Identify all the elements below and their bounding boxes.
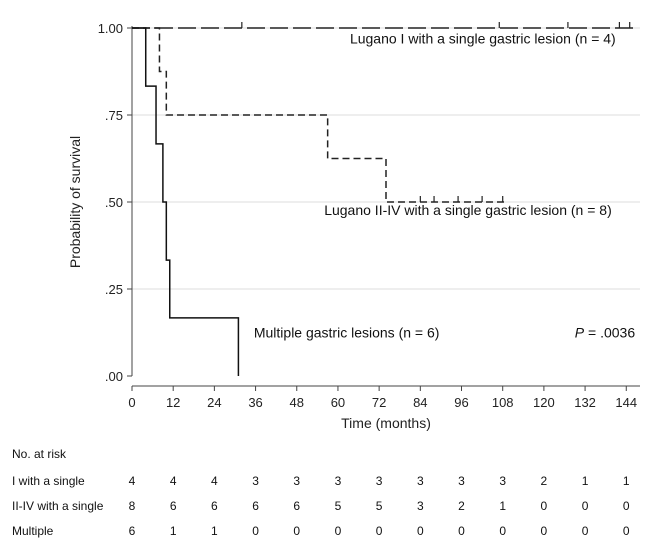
y-tick-label-1: .25 [105,282,123,297]
risk-cell-1-2: 4 [170,474,177,488]
risk-cell-1-7: 3 [376,474,383,488]
risk-table: I with a single 4 4 4 3 3 3 3 3 3 3 2 1 1 II-IV with a… [12,474,630,538]
grid-lines [132,27,640,290]
risk-cell-2-6: 5 [335,499,342,513]
risk-cell-1-3: 4 [211,474,218,488]
risk-row-label-2: II-IV with a single [12,499,104,513]
risk-cell-3-12: 0 [582,524,589,538]
risk-table-title: No. at risk [12,447,67,461]
risk-cell-3-8: 0 [417,524,424,538]
risk-cell-3-3: 1 [211,524,218,538]
survival-curve-2 [132,27,507,203]
y-axis-title: Probability of survival [67,136,83,268]
risk-cell-2-9: 2 [458,499,465,513]
y-ticks: .00 .25 .50 .75 1.00 [98,21,132,384]
risk-cell-1-8: 3 [417,474,424,488]
y-tick-label-4: 1.00 [98,21,123,36]
risk-cell-1-11: 2 [541,474,548,488]
annotation-3: Multiple gastric lesions (n = 6) [254,325,440,341]
survival-curves [132,22,634,376]
axes [131,26,640,387]
survival-curve-3 [132,27,240,376]
x-tick-label-5: 60 [331,395,345,410]
risk-cell-2-8: 3 [417,499,424,513]
x-ticks: 0 12 24 36 48 60 72 84 96 108 120 132 144 [128,386,637,410]
x-tick-label-1: 12 [166,395,180,410]
risk-cell-1-12: 1 [582,474,589,488]
risk-row-label-1: I with a single [12,474,85,488]
x-tick-label-2: 24 [207,395,221,410]
x-tick-label-8: 96 [454,395,468,410]
x-tick-label-6: 72 [372,395,386,410]
y-tick-label-0: .00 [105,369,123,384]
x-tick-label-9: 108 [492,395,514,410]
risk-cell-3-6: 0 [335,524,342,538]
risk-cell-2-3: 6 [211,499,218,513]
risk-cell-3-7: 0 [376,524,383,538]
risk-cell-1-5: 3 [293,474,300,488]
risk-cell-1-10: 3 [499,474,506,488]
risk-cell-3-9: 0 [458,524,465,538]
p-value-text: = .0036 [584,325,635,341]
risk-cell-3-10: 0 [499,524,506,538]
annotation-2: Lugano II-IV with a single gastric lesio… [324,202,612,218]
risk-cell-2-13: 0 [623,499,630,513]
risk-cell-2-1: 8 [129,499,136,513]
x-tick-label-11: 132 [574,395,596,410]
risk-cell-1-1: 4 [129,474,136,488]
risk-cell-3-5: 0 [293,524,300,538]
risk-cell-1-13: 1 [623,474,630,488]
risk-cell-3-1: 6 [129,524,136,538]
risk-cell-2-2: 6 [170,499,177,513]
risk-row-label-3: Multiple [12,524,54,538]
y-tick-label-3: .75 [105,108,123,123]
x-axis-title: Time (months) [341,415,431,431]
y-tick-label-2: .50 [105,195,123,210]
risk-cell-3-2: 1 [170,524,177,538]
risk-cell-2-5: 6 [293,499,300,513]
risk-cell-1-4: 3 [252,474,259,488]
curve-annotations: Lugano I with a single gastric lesion (n… [254,31,635,341]
risk-cell-3-11: 0 [541,524,548,538]
x-tick-label-7: 84 [413,395,427,410]
p-value-label: P [575,325,585,341]
x-tick-label-0: 0 [128,395,135,410]
risk-cell-2-10: 1 [499,499,506,513]
risk-cell-2-7: 5 [376,499,383,513]
x-tick-label-10: 120 [533,395,555,410]
x-tick-label-3: 36 [248,395,262,410]
risk-cell-3-13: 0 [623,524,630,538]
risk-cell-1-6: 3 [335,474,342,488]
x-tick-label-4: 48 [290,395,304,410]
risk-cell-2-4: 6 [252,499,259,513]
risk-cell-3-4: 0 [252,524,259,538]
risk-cell-1-9: 3 [458,474,465,488]
annotation-1: Lugano I with a single gastric lesion (n… [350,31,616,47]
annotation-4: P = .0036 [575,325,636,341]
risk-cell-2-12: 0 [582,499,589,513]
x-tick-label-12: 144 [615,395,637,410]
risk-cell-2-11: 0 [541,499,548,513]
